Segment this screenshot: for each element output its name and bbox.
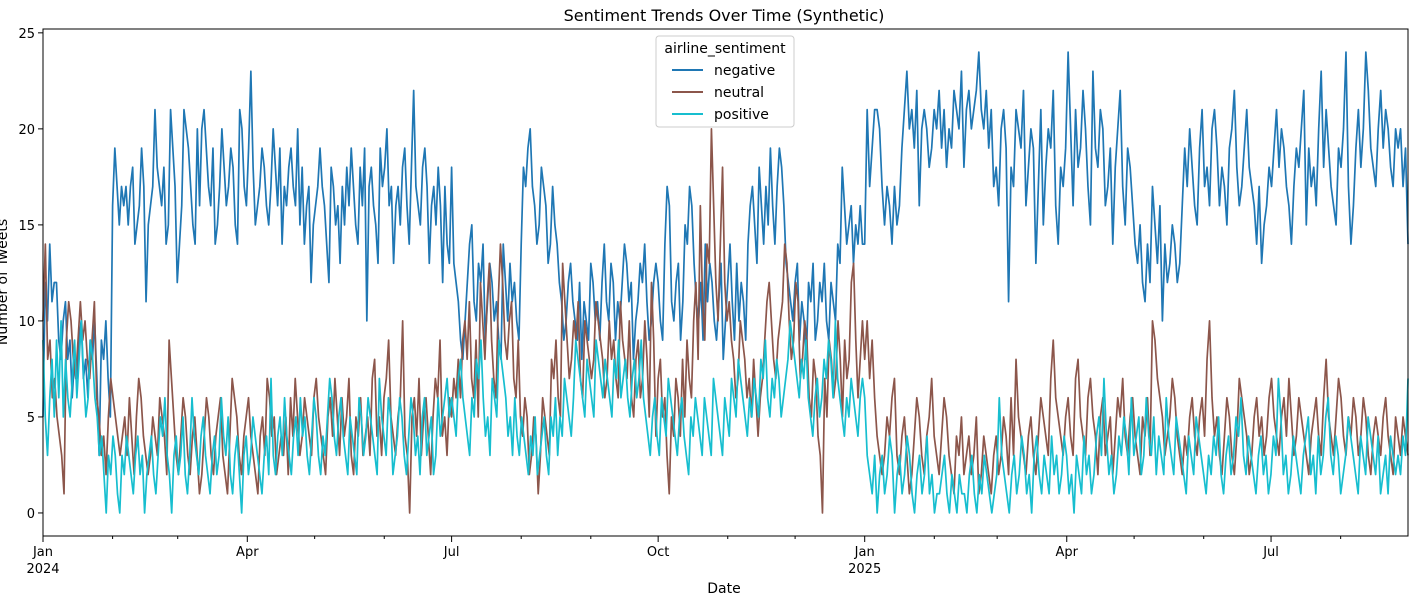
x-tick-label: Apr bbox=[1056, 545, 1079, 560]
y-axis: 0 5 10 15 20 25 bbox=[18, 27, 43, 522]
legend-box bbox=[655, 35, 795, 128]
x-tick-label: Apr bbox=[236, 545, 259, 560]
y-axis-label: Number of Tweets bbox=[0, 219, 11, 345]
y-tick-label: 0 bbox=[27, 507, 35, 522]
x-tick-label: Jul bbox=[443, 545, 460, 560]
series-line-positive bbox=[42, 320, 1409, 514]
y-tick-label: 20 bbox=[18, 123, 35, 138]
x-tick-label: Jan bbox=[32, 545, 53, 560]
legend-label-negative: negative bbox=[714, 63, 775, 79]
series-positive bbox=[42, 320, 1409, 514]
legend-title: airline_sentiment bbox=[664, 41, 786, 57]
y-tick-label: 25 bbox=[18, 27, 35, 42]
x-axis: Jan 2024 Apr Jul Oct Jan 2025 Apr Jul bbox=[26, 536, 1342, 577]
x-tick-label: Jan bbox=[854, 545, 875, 560]
legend-entries: negative neutral positive bbox=[672, 63, 775, 123]
x-tick-label: Jul bbox=[1262, 545, 1279, 560]
y-tick-label: 10 bbox=[18, 315, 35, 330]
y-tick-label: 5 bbox=[27, 411, 35, 426]
chart-title: Sentiment Trends Over Time (Synthetic) bbox=[564, 6, 885, 25]
x-axis-label: Date bbox=[707, 581, 740, 594]
legend-label-positive: positive bbox=[714, 107, 769, 123]
series-layer bbox=[42, 51, 1409, 514]
legend: airline_sentiment negative neutral positiv… bbox=[655, 35, 795, 128]
x-tick-label: Oct bbox=[647, 545, 669, 560]
plot-frame bbox=[42, 28, 1409, 537]
x-tick-year-label: 2025 bbox=[848, 562, 881, 577]
x-tick-year-label: 2024 bbox=[26, 562, 59, 577]
y-tick-label: 15 bbox=[18, 219, 35, 234]
legend-label-neutral: neutral bbox=[714, 85, 764, 101]
